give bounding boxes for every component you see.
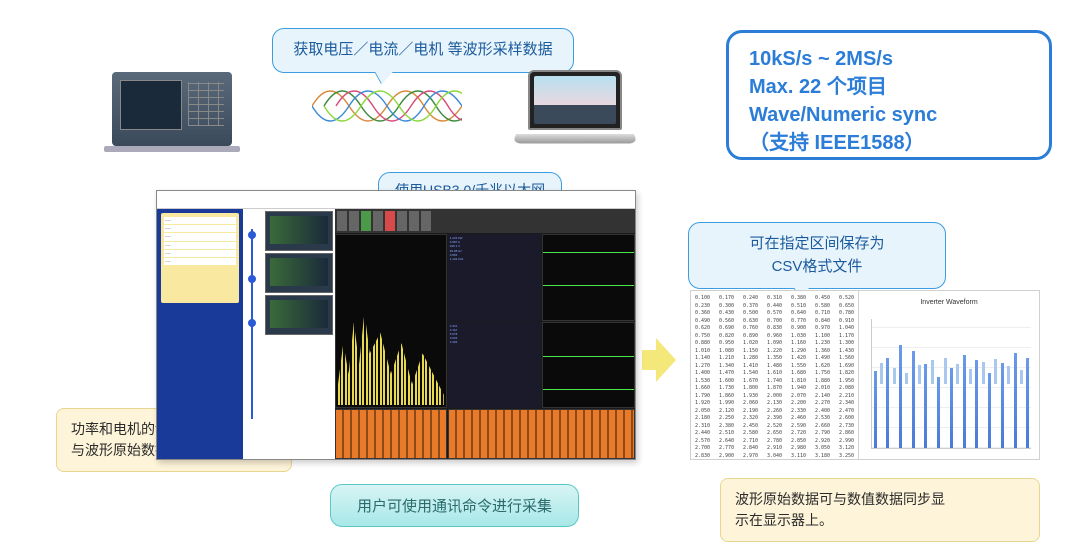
line: 波形原始数据可与数值数据同步显: [735, 489, 1025, 510]
line: （支持 IEEE1588）: [749, 129, 1029, 157]
sw-harmonics-panel: [335, 409, 447, 459]
sw-titlebar: [157, 191, 635, 209]
device-base: [104, 146, 240, 152]
callout-sync-display: 波形原始数据可与数值数据同步显 示在显示器上。: [720, 478, 1040, 542]
csv-data-columns: 0.1000.1700.2400.3100.3800.4500.5200.230…: [691, 291, 858, 459]
sw-network-tree: [243, 209, 263, 459]
sw-toolbar: [335, 209, 635, 233]
sw-numeric-panel: 1.234 kW0.987 A230.1 V49.98 Hz0.8561.102…: [448, 234, 541, 321]
text: 用户可使用通讯命令进行采集: [357, 498, 552, 515]
line: CSV格式文件: [707, 256, 927, 279]
csv-embedded-chart: Inverter Waveform: [858, 291, 1039, 459]
csv-chart-title: Inverter Waveform: [867, 299, 1031, 306]
line: Wave/Numeric sync: [749, 101, 1029, 129]
callout-csv-save: 可在指定区间保存为 CSV格式文件: [688, 222, 946, 289]
sine-waves-icon: [312, 76, 462, 136]
callout-comm-commands: 用户可使用通讯命令进行采集: [330, 484, 579, 527]
callout-acquire-waveform: 获取电压／电流／电机 等波形采样数据: [272, 28, 574, 73]
arrow-right-icon: [642, 338, 676, 382]
sw-body: ──────────── 1.234 kW0.987 A230.1 V49.98…: [157, 209, 635, 459]
sw-thumb: [265, 295, 333, 335]
sw-thumb: [265, 253, 333, 293]
feature-spec-box: 10kS/s ~ 2MS/s Max. 22 个项目 Wave/Numeric …: [726, 30, 1052, 160]
sw-wave-panel: [542, 234, 635, 321]
sw-harmonics-panel2: [448, 409, 635, 459]
sw-thumb: [265, 211, 333, 251]
line: 示在显示器上。: [735, 510, 1025, 531]
sw-config-panel: ────────────: [161, 213, 239, 303]
csv-chart-area: [871, 319, 1031, 449]
laptop-base: [513, 134, 638, 144]
line: Max. 22 个项目: [749, 73, 1029, 101]
line: 10kS/s ~ 2MS/s: [749, 45, 1029, 73]
sw-device-thumbs: [263, 209, 335, 459]
sw-main-panels: 1.234 kW0.987 A230.1 V49.98 Hz0.8561.102…: [335, 209, 635, 459]
csv-spreadsheet-preview: 0.1000.1700.2400.3100.3800.4500.5200.230…: [690, 290, 1040, 460]
sw-wave-panel2: [542, 322, 635, 409]
sw-numeric-panel2: 2.3410.1125.6780.0031.904: [448, 322, 541, 409]
power-analyzer-device: [112, 72, 232, 146]
laptop-screen: [528, 70, 622, 130]
analysis-software-window: ──────────── 1.234 kW0.987 A230.1 V49.98…: [156, 190, 636, 460]
sw-spectrum-panel: [335, 234, 447, 408]
text: 获取电压／电流／电机 等波形采样数据: [293, 41, 552, 58]
sw-sidebar: ────────────: [157, 209, 243, 459]
line: 可在指定区间保存为: [707, 233, 927, 256]
laptop-icon: [516, 70, 634, 148]
